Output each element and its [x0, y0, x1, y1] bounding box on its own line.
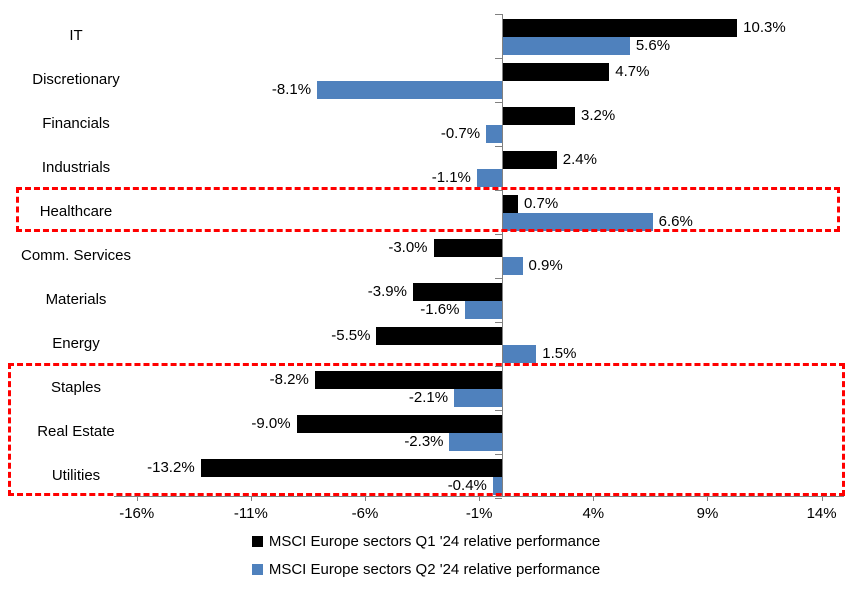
value-label-q2-healthcare: 6.6% [658, 213, 693, 230]
x-axis-tick-label: -11% [233, 505, 268, 522]
category-label-energy: Energy [52, 335, 100, 352]
bar-q2-real-estate [449, 433, 502, 451]
legend-label-q1: MSCI Europe sectors Q1 '24 relative perf… [268, 533, 601, 550]
value-label-q2-financials: -0.7% [440, 125, 481, 142]
bar-q1-healthcare [502, 195, 518, 213]
bar-q1-materials [412, 283, 502, 301]
value-label-q2-staples: -2.1% [408, 389, 449, 406]
category-tick [495, 322, 502, 323]
category-tick [495, 58, 502, 59]
value-label-q2-it: 5.6% [635, 37, 671, 54]
value-label-q1-discretionary: 4.7% [615, 63, 650, 80]
category-label-discretionary: Discretionary [32, 71, 120, 88]
bar-q2-energy [502, 345, 537, 363]
category-tick [495, 278, 502, 279]
category-label-comm-services: Comm. Services [20, 247, 132, 264]
value-label-q1-utilities: -13.2% [147, 459, 195, 476]
bar-q2-it [502, 37, 630, 55]
value-label-q1-healthcare: 0.7% [523, 195, 559, 212]
bar-q2-staples [454, 389, 502, 407]
category-tick [495, 14, 502, 15]
category-tick [495, 498, 502, 499]
bar-q1-financials [502, 107, 576, 125]
category-label-real-estate: Real Estate [37, 423, 115, 440]
category-tick [495, 366, 502, 367]
value-label-q1-real-estate: -9.0% [251, 415, 291, 432]
x-axis-tick [593, 496, 595, 501]
category-tick [495, 410, 502, 411]
bar-q2-healthcare [502, 213, 653, 231]
x-axis-tick [136, 496, 138, 501]
value-label-q2-real-estate: -2.3% [404, 433, 444, 450]
legend-label-q2: MSCI Europe sectors Q2 '24 relative perf… [268, 561, 601, 578]
x-axis-tick-label: 9% [696, 505, 719, 522]
bar-q1-it [502, 19, 738, 37]
category-label-staples: Staples [50, 379, 102, 396]
bar-q1-industrials [502, 151, 557, 169]
x-axis-tick [250, 496, 252, 501]
value-label-q1-staples: -8.2% [269, 371, 309, 388]
bar-q1-energy [376, 327, 502, 345]
value-label-q2-industrials: -1.1% [431, 169, 471, 186]
bar-q1-staples [314, 371, 502, 389]
x-axis-tick [821, 496, 823, 501]
value-label-q2-discretionary: -8.1% [271, 81, 312, 98]
legend-item-q2: MSCI Europe sectors Q2 '24 relative perf… [251, 561, 601, 578]
legend-swatch-q2 [251, 564, 263, 575]
value-label-q2-utilities: -0.4% [447, 477, 487, 494]
value-label-q2-energy: 1.5% [542, 345, 577, 362]
x-axis-tick [365, 496, 367, 501]
highlight-box-staples-realestate-utilities [8, 363, 845, 496]
bar-q2-comm-services [502, 257, 523, 275]
x-axis-line [113, 496, 845, 497]
value-label-q2-comm-services: 0.9% [528, 257, 563, 274]
category-label-financials: Financials [42, 115, 110, 132]
bar-q1-utilities [200, 459, 502, 477]
value-label-q1-energy: -5.5% [331, 327, 371, 344]
bar-q2-discretionary [317, 81, 502, 99]
y-axis-line [502, 14, 503, 497]
legend-item-q1: MSCI Europe sectors Q1 '24 relative perf… [251, 533, 601, 550]
value-label-q1-financials: 3.2% [581, 107, 616, 124]
category-label-healthcare: Healthcare [39, 203, 113, 220]
bar-q2-industrials [476, 169, 502, 187]
value-label-q1-materials: -3.9% [367, 283, 407, 300]
category-tick [495, 190, 502, 191]
category-label-industrials: Industrials [41, 159, 111, 176]
bar-q1-discretionary [502, 63, 610, 81]
category-tick [495, 234, 502, 235]
bar-q1-real-estate [296, 415, 502, 433]
value-label-q1-it: 10.3% [743, 19, 786, 36]
highlight-box-healthcare [16, 187, 840, 232]
x-axis-tick-label: 4% [582, 505, 605, 522]
x-axis-tick [707, 496, 709, 501]
category-label-utilities: Utilities [51, 467, 101, 484]
value-label-q1-industrials: 2.4% [562, 151, 597, 168]
category-label-it: IT [69, 27, 83, 44]
bar-q2-materials [465, 301, 502, 319]
value-label-q1-comm-services: -3.0% [388, 239, 428, 256]
bar-q2-utilities [492, 477, 502, 495]
bar-q2-financials [486, 125, 502, 143]
bar-q1-comm-services [433, 239, 502, 257]
x-axis-tick [479, 496, 481, 501]
x-axis-tick-label: -1% [465, 505, 493, 522]
category-tick [495, 102, 502, 103]
legend: MSCI Europe sectors Q1 '24 relative perf… [0, 533, 852, 578]
category-tick [495, 454, 502, 455]
value-label-q2-materials: -1.6% [420, 301, 460, 318]
x-axis-tick-label: -16% [119, 505, 155, 522]
category-tick [495, 146, 502, 147]
x-axis-tick-label: -6% [351, 505, 379, 522]
category-label-materials: Materials [45, 291, 107, 308]
legend-swatch-q1 [251, 536, 263, 547]
x-axis-tick-label: 14% [806, 505, 837, 522]
